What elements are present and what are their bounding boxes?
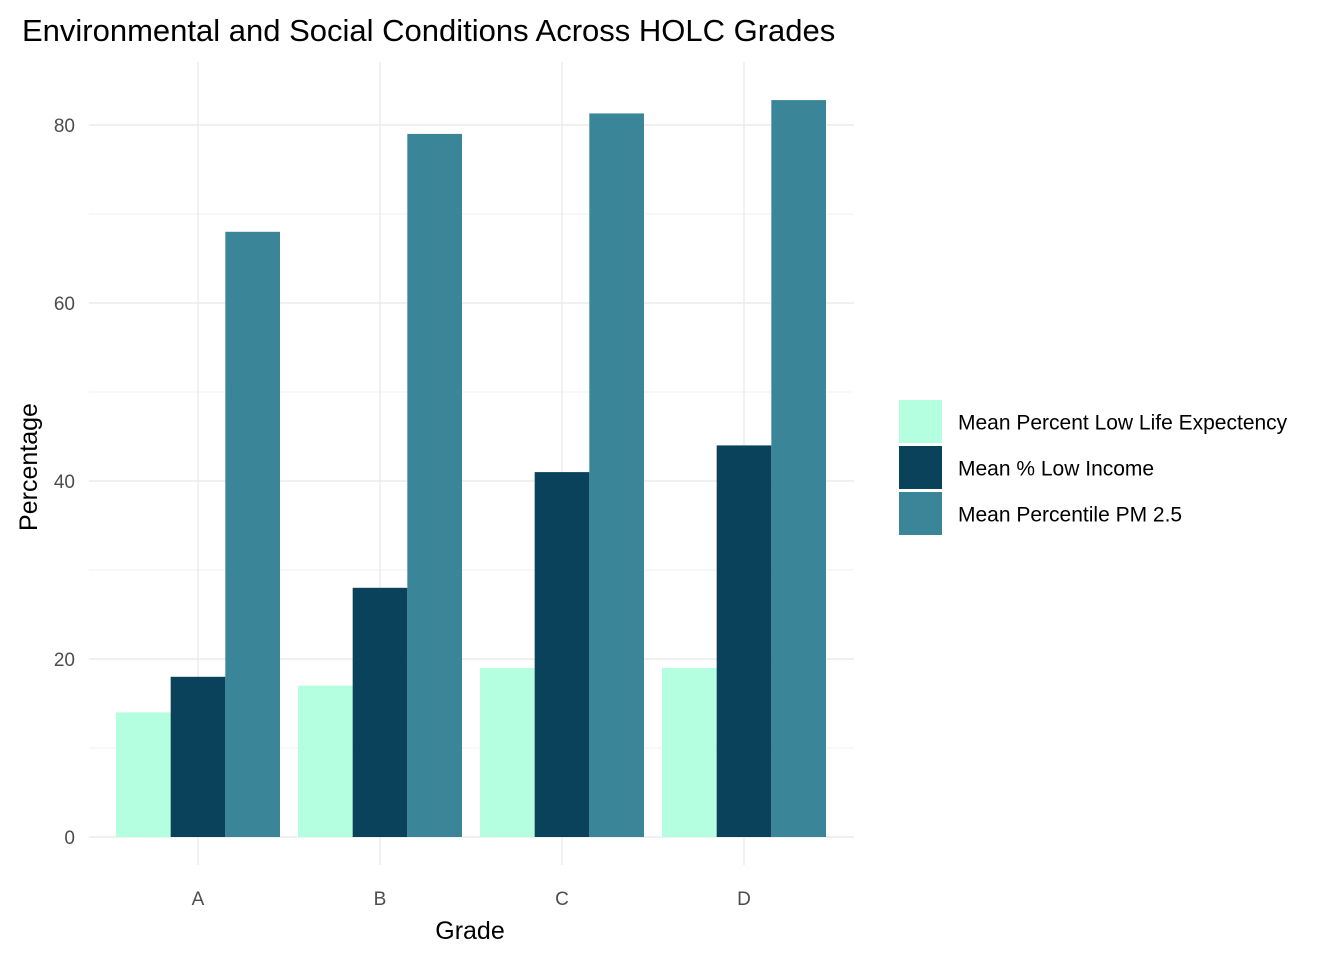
y-tick-label: 40 <box>54 472 75 493</box>
x-axis-title: Grade <box>435 917 504 945</box>
bar-C-series-3 <box>589 113 644 838</box>
bars <box>116 100 826 838</box>
legend-key-3 <box>899 492 942 535</box>
y-tick-label: 60 <box>54 294 75 315</box>
legend-key-2 <box>899 446 942 489</box>
y-tick-label: 0 <box>64 828 75 849</box>
bar-B-series-2 <box>352 587 408 837</box>
bar-C-series-1 <box>480 667 535 837</box>
legend-key-1 <box>899 400 942 443</box>
bar-A-series-1 <box>116 712 171 837</box>
x-axis-ticks: A B C D <box>192 889 751 910</box>
bar-D-series-2 <box>716 445 772 837</box>
bar-A-series-3 <box>225 231 280 838</box>
bar-B-series-3 <box>407 133 462 837</box>
y-axis-ticks: 0 20 40 60 80 <box>54 116 75 849</box>
legend-label-2: Mean % Low Income <box>958 458 1154 481</box>
bar-A-series-2 <box>170 676 226 837</box>
chart-title: Environmental and Social Conditions Acro… <box>22 13 835 48</box>
bar-B-series-1 <box>298 685 353 837</box>
legend: Mean Percent Low Life Expectency Mean % L… <box>899 400 1288 535</box>
y-axis-title: Percentage <box>15 403 43 531</box>
bar-D-series-3 <box>771 100 826 837</box>
x-tick-label: C <box>555 889 569 910</box>
bar-C-series-2 <box>534 472 590 837</box>
bar-D-series-1 <box>662 667 717 837</box>
legend-label-3: Mean Percentile PM 2.5 <box>958 504 1182 527</box>
legend-label-1: Mean Percent Low Life Expectency <box>958 412 1288 435</box>
x-tick-label: A <box>192 889 205 910</box>
y-tick-label: 20 <box>54 650 75 671</box>
x-tick-label: B <box>374 889 387 910</box>
x-tick-label: D <box>737 889 751 910</box>
y-tick-label: 80 <box>54 116 75 137</box>
